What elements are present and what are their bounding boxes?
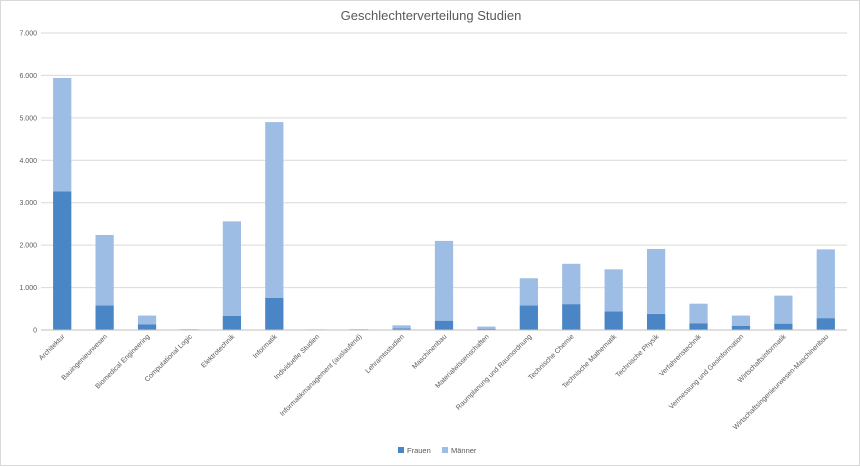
bar-frauen [605,311,623,330]
legend-swatch [398,447,404,453]
x-category-label: Technische Chemie [528,333,576,381]
bar-frauen [53,191,71,330]
bar-frauen [732,326,750,330]
bar-m-nner [817,249,835,318]
y-tick-label: 6.000 [19,73,37,80]
x-category-label: Technische Physik [615,333,661,379]
legend-swatch [442,447,448,453]
x-category-label: Maschinenbau [411,333,448,370]
bar-m-nner [689,304,707,324]
x-category-label: Informatikmanagement (auslaufend) [279,333,363,417]
x-category-label: Computational Logic [144,333,194,383]
y-tick-label: 1.000 [19,285,37,292]
bar-m-nner [223,221,241,316]
legend-label: Männer [451,446,477,455]
y-tick-label: 5.000 [19,115,37,122]
x-category-label: Informatik [252,333,279,360]
bar-frauen [817,318,835,330]
x-category-label: Lehramtsstudien [364,333,406,375]
bar-frauen [223,316,241,330]
legend: Frauen Männer [398,446,477,455]
bars [53,78,835,330]
bar-frauen [96,305,114,330]
bar-m-nner [435,241,453,321]
bar-m-nner [774,296,792,324]
y-axis-tick-labels: 0 1.000 2.000 3.000 4.000 5.000 6.000 7.000 [19,31,37,335]
bar-m-nner [562,264,580,304]
y-tick-label: 4.000 [19,158,37,165]
bar-m-nner [265,122,283,298]
bar-m-nner [477,327,495,329]
bar-frauen [774,324,792,330]
bar-m-nner [53,78,71,191]
bar-frauen [689,323,707,330]
x-category-label: Elektrotechnik [200,333,236,369]
y-tick-label: 2.000 [19,243,37,250]
bar-m-nner [732,316,750,326]
bar-m-nner [647,249,665,314]
x-category-label: Raumplanung und Raumordnung [455,333,533,411]
bar-frauen [562,304,580,330]
x-category-label: Vermessung und Geoinformation [668,333,745,410]
bar-m-nner [605,269,623,311]
y-tick-label: 0 [33,328,37,335]
bar-m-nner [520,278,538,305]
x-category-label: Architektur [38,333,67,362]
bar-frauen [647,314,665,330]
x-category-label: Wirtschaftsingenieurwesen-Maschinenbau [732,333,830,431]
x-category-label: Individuelle Studien [273,333,321,381]
bar-frauen [265,298,283,330]
x-category-label: Bauingenieurwesen [61,333,110,382]
bar-m-nner [96,235,114,305]
y-tick-label: 3.000 [19,200,37,207]
legend-label: Frauen [407,446,431,455]
bar-frauen [435,321,453,330]
x-category-label: Verfahrenstechnik [658,333,703,378]
x-category-label: Wirtschaftsinformatik [737,333,788,384]
bar-frauen [138,324,156,330]
bar-frauen [520,305,538,330]
y-tick-label: 7.000 [19,31,37,38]
bar-m-nner [392,325,410,328]
bar-m-nner [138,316,156,325]
